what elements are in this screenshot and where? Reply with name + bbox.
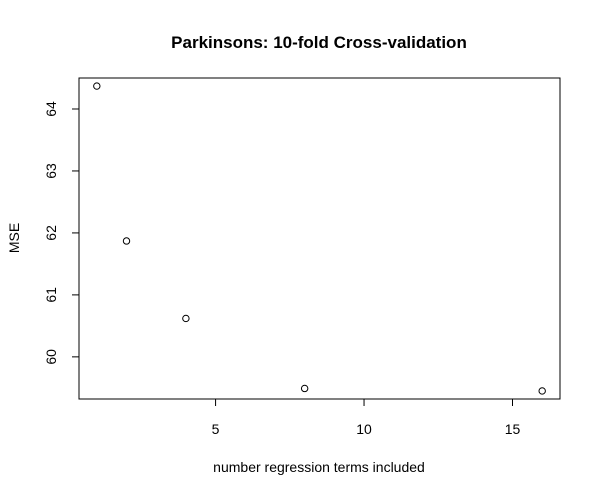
plot-frame — [78, 77, 561, 400]
y-tick-label-3: 63 — [43, 163, 59, 179]
x-tick-label-1: 10 — [356, 421, 372, 437]
y-axis: 60 61 62 63 64 — [43, 101, 79, 365]
data-point-4 — [538, 387, 546, 395]
y-tick-label-2: 62 — [43, 225, 59, 241]
data-point-1 — [122, 237, 131, 245]
y-axis-label: MSE — [6, 223, 22, 253]
y-tick-label-0: 60 — [43, 349, 59, 365]
y-tick-label-1: 61 — [43, 287, 59, 303]
data-point-0 — [93, 82, 101, 90]
x-axis-label: number regression terms included — [213, 459, 425, 475]
x-tick-label-2: 15 — [505, 421, 521, 437]
data-point-2 — [182, 314, 190, 323]
x-tick-label-0: 5 — [212, 421, 220, 437]
x-axis: 5 10 15 — [212, 399, 521, 437]
chart-title: Parkinsons: 10-fold Cross-validation — [171, 33, 467, 52]
data-points — [93, 82, 546, 395]
y-tick-label-4: 64 — [43, 101, 59, 117]
data-point-3 — [300, 384, 309, 393]
